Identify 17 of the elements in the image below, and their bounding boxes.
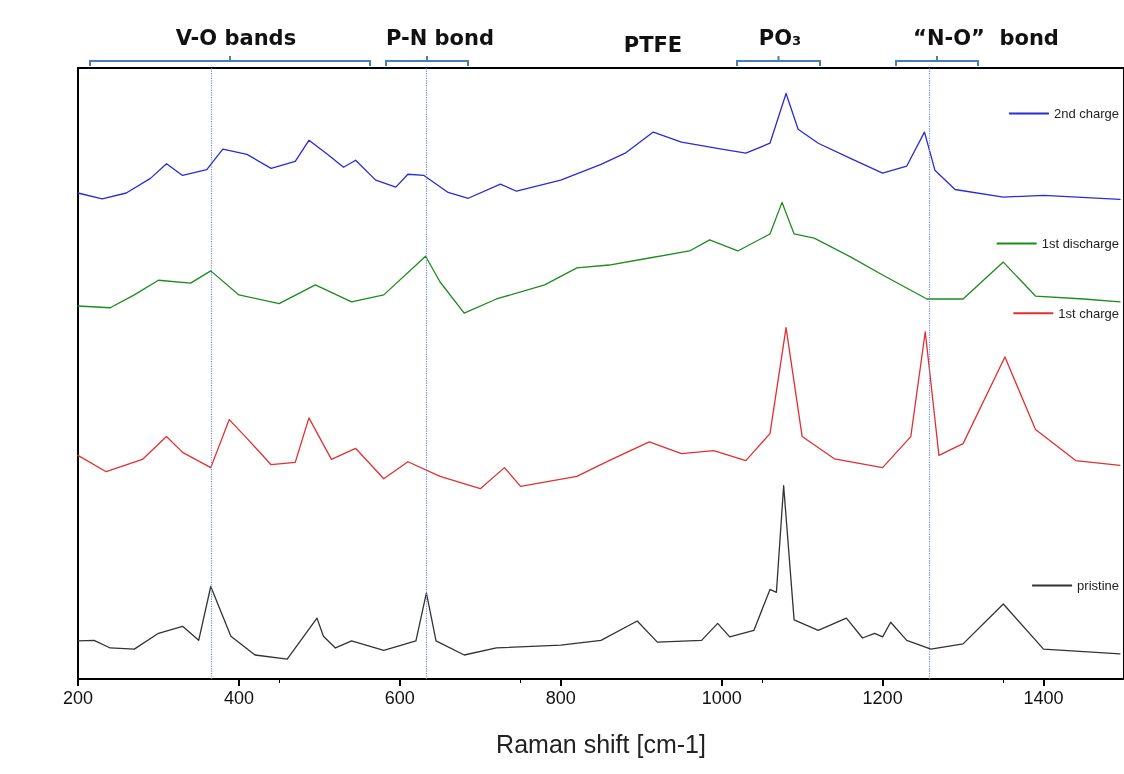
legend-label: 1st charge [1058,305,1119,321]
x-tick-label: 1200 [862,688,903,708]
text: P-N bond [385,26,495,50]
x-axis-title: Raman shift [cm-1] [496,729,706,758]
text: PO₃ [758,26,802,50]
text: “N-O” bond [913,26,1059,50]
legend-label: 1st discharge [1041,236,1120,252]
x-tick-label: 200 [62,688,94,708]
text: PTFE [623,33,683,57]
x-tick-label: 400 [223,688,254,708]
x-tick-label: 600 [384,688,415,708]
legend-label: pristine [1077,578,1120,594]
x-tick-label: 1400 [1023,688,1064,708]
x-tick-label: 800 [545,688,576,708]
x-tick-label: 1000 [701,688,742,708]
legend-label: 2nd charge [1053,106,1120,122]
text: V-O bands [175,26,297,50]
